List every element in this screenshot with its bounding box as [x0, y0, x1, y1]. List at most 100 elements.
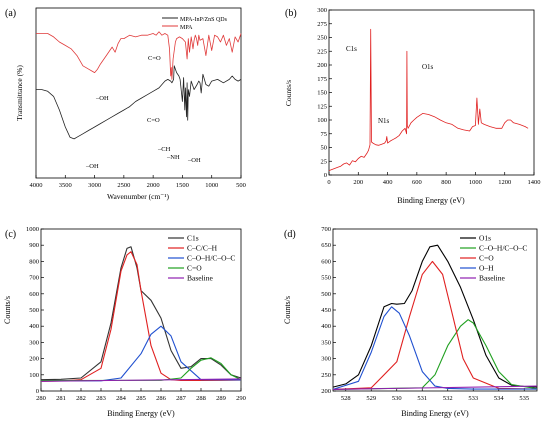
panel-c-y-ticks: 0 100 200 300 400 500 600 700 800 900 1000 [26, 226, 44, 395]
legend-label-o1s: O1s [479, 234, 491, 243]
panel-d-frame [332, 228, 538, 392]
panel-b-y-tick-label: 125 [317, 103, 327, 110]
annotation-oh-qds: –OH [187, 157, 201, 164]
panel-b-x-tick-label: 800 [441, 179, 451, 186]
panel-d-series-o-h [332, 306, 537, 390]
panel-d-y-tick-label: 350 [321, 339, 331, 346]
panel-a: (a) Transmittance (%) Wavenumber (cm⁻¹) … [5, 7, 246, 201]
panel-c-y-tick-label: 400 [29, 323, 39, 330]
panel-b-xlabel: Binding Energy (eV) [397, 196, 465, 205]
legend-label-c-o: C=O [187, 264, 202, 273]
panel-a-label: (a) [5, 8, 16, 19]
annotation-n1s: N1s [378, 117, 390, 125]
legend-label-baseline: Baseline [479, 274, 505, 283]
panel-d-x-tick-label: 528 [341, 395, 351, 402]
panel-c-y-tick-label: 500 [29, 307, 39, 314]
panel-c-y-tick-label: 300 [29, 339, 39, 346]
panel-d-y-tick-label: 200 [321, 388, 331, 395]
panel-b-y-tick-label: 0 [324, 172, 327, 179]
panel-b-x-tick-label: 1400 [528, 179, 541, 186]
annotation-co-qds: C=O [147, 117, 160, 124]
panel-b-series [328, 28, 529, 171]
panel-b-x-tick-label: 200 [353, 179, 363, 186]
panel-d-series-o1s [332, 244, 538, 388]
panel-b-label: (b) [285, 8, 297, 19]
panel-a-series-mpa-inp-zns-qds [36, 65, 242, 140]
panel-c-series-baseline [40, 378, 242, 382]
panel-c-label: (c) [5, 229, 16, 240]
panel-c-y-tick-label: 900 [29, 242, 39, 249]
panel-d-y-tick-label: 300 [321, 356, 331, 363]
panel-c-x-tick-label: 281 [56, 395, 66, 402]
panel-b: (b) Counts/s Binding Energy (eV) 0 200 400… [284, 7, 541, 205]
panel-a-series-mpa [36, 31, 242, 80]
panel-d-series-baseline [332, 385, 538, 390]
panel-b-x-tick-label: 1200 [498, 179, 511, 186]
annotation-o1s: O1s [422, 63, 434, 71]
panel-c-series-c1s [40, 246, 242, 381]
panel-d-x-tick-label: 533 [468, 395, 478, 402]
panel-c-y-tick-label: 800 [29, 258, 39, 265]
panel-c-y-tick-label: 100 [29, 372, 39, 379]
legend-label-mpa: MPA [180, 25, 193, 31]
panel-c-x-tick-label: 283 [96, 395, 106, 402]
panel-c-x-tick-label: 284 [116, 395, 127, 402]
panel-d-y-tick-label: 550 [321, 275, 331, 282]
legend-label-o-h: O–H [479, 264, 494, 273]
annotation-ch: –CH [157, 146, 171, 153]
panel-b-y-tick-label: 300 [317, 7, 327, 14]
panel-b-y-tick-label: 250 [317, 35, 327, 42]
panel-a-legend: MPA-InP/ZnS QDs MPA [162, 17, 228, 31]
panel-a-series [36, 31, 242, 140]
panel-b-frame [328, 9, 535, 176]
panel-d-y-tick-label: 600 [321, 258, 331, 265]
annotation-c1s: C1s [346, 45, 357, 53]
panel-c-x-tick-label: 289 [216, 395, 226, 402]
panel-b-x-ticks: 0 200 400 600 800 1000 1200 1400 [327, 172, 541, 186]
panel-a-x-ticks: 4000 3500 3000 2500 2000 1500 1000 500 [30, 175, 246, 189]
legend-label-c-o-h-c-o-c: C–O–H/C–O–C [479, 244, 527, 253]
panel-b-y-tick-label: 150 [317, 90, 327, 97]
annotation-oh-mpa: –OH [95, 95, 109, 102]
panel-c-x-tick-label: 282 [76, 395, 86, 402]
panel-a-ylabel: Transmittance (%) [15, 65, 24, 121]
annotation-nh: –NH [166, 154, 180, 161]
panel-b-series-spectrum [328, 28, 529, 171]
panel-d-x-tick-label: 534 [494, 395, 505, 402]
panel-b-y-tick-label: 275 [317, 21, 327, 28]
panel-a-xlabel: Wavenumber (cm⁻¹) [107, 192, 170, 201]
panel-b-x-tick-label: 0 [327, 179, 330, 186]
panel-c-series-c-c-c-h [40, 251, 242, 382]
panel-c-x-tick-label: 285 [136, 395, 146, 402]
legend-label-baseline: Baseline [187, 274, 213, 283]
panel-c-series-c-o-h-c-o-c [40, 325, 242, 382]
panel-c-x-tick-label: 288 [196, 395, 206, 402]
panel-d-x-tick-label: 535 [519, 395, 529, 402]
panel-a-x-tick-label: 1500 [176, 182, 189, 189]
panel-d-y-tick-label: 700 [321, 226, 331, 233]
panel-b-x-tick-label: 1000 [469, 179, 482, 186]
panel-b-y-tick-label: 50 [321, 145, 328, 152]
annotation-oh-qds-broad: –OH [85, 163, 99, 170]
panel-b-y-ticks: 0 25 50 75 100 125 150 175 200 225 250 275 300 [317, 7, 332, 179]
panel-d-x-ticks: 528 529 530 531 532 533 534 535 [341, 388, 529, 402]
panel-d-x-tick-label: 529 [366, 395, 376, 402]
legend-label-mpa-inp-zns: MPA-InP/ZnS QDs [180, 17, 228, 23]
panel-c-series-c-o [40, 357, 242, 382]
panel-d-series-c-o-h-c-o-c [332, 319, 538, 390]
panel-d-series-c-o [332, 260, 538, 390]
panel-c-ylabel: Counts/s [3, 296, 12, 324]
panel-d-ylabel: Counts/s [283, 296, 292, 324]
panel-c-y-tick-label: 200 [29, 356, 39, 363]
panel-a-x-tick-label: 2000 [147, 182, 160, 189]
panel-d-y-tick-label: 450 [321, 307, 331, 314]
panel-d-x-tick-label: 531 [417, 395, 427, 402]
panel-b-x-tick-label: 400 [383, 179, 393, 186]
panel-c-x-ticks: 280 281 282 283 284 285 286 287 288 289 290 [36, 388, 246, 402]
panel-d-y-tick-label: 250 [321, 372, 331, 379]
panel-d-y-ticks: 200 250 300 350 400 450 500 550 600 650 700 [321, 226, 336, 395]
panel-a-x-tick-label: 3500 [59, 182, 72, 189]
